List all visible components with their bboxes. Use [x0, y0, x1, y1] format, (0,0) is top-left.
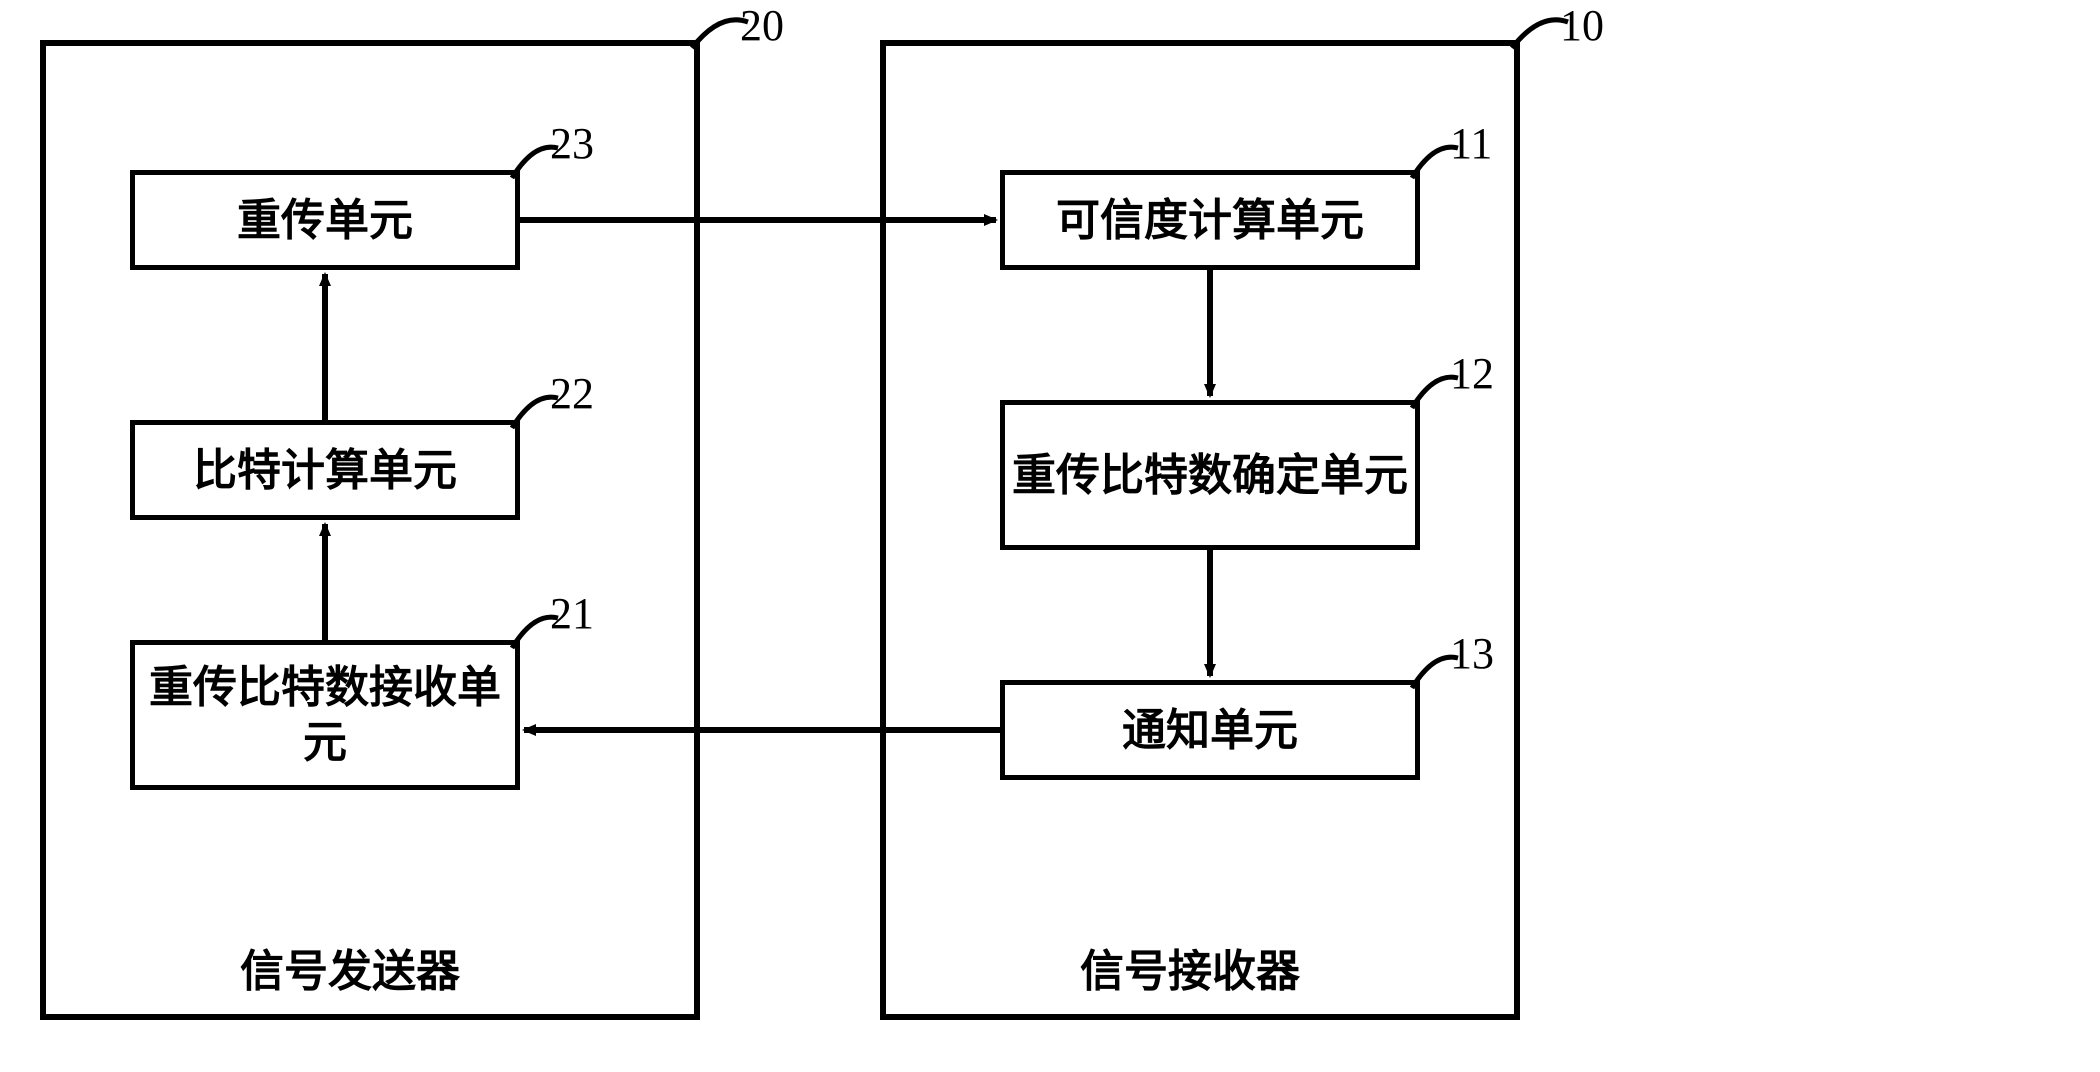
- transmitter-ref-number: 20: [740, 0, 784, 51]
- retransmit-unit-box: 重传单元: [130, 170, 520, 270]
- retransmit-bit-recv-unit-ref-number: 21: [550, 588, 594, 639]
- notify-unit-ref-number: 13: [1450, 628, 1494, 679]
- bit-calc-unit-label: 比特计算单元: [193, 443, 457, 498]
- transmitter-label: 信号发送器: [240, 935, 460, 999]
- bit-calc-unit-box: 比特计算单元: [130, 420, 520, 520]
- retransmit-unit-ref-number: 23: [550, 118, 594, 169]
- receiver-label: 信号接收器: [1080, 935, 1300, 999]
- notify-unit-label: 通知单元: [1122, 703, 1298, 758]
- confidence-calc-unit-ref-number: 11: [1450, 118, 1492, 169]
- receiver-ref-number: 10: [1560, 0, 1604, 51]
- retransmit-bit-recv-unit-label: 重传比特数接收单元: [141, 660, 509, 770]
- retransmit-bit-recv-unit-box: 重传比特数接收单元: [130, 640, 520, 790]
- retransmit-bit-det-unit-ref-number: 12: [1450, 348, 1494, 399]
- retransmit-bit-det-unit-label: 重传比特数确定单元: [1012, 448, 1408, 503]
- retransmit-bit-det-unit-box: 重传比特数确定单元: [1000, 400, 1420, 550]
- bit-calc-unit-ref-number: 22: [550, 368, 594, 419]
- retransmit-unit-label: 重传单元: [237, 193, 413, 248]
- confidence-calc-unit-label: 可信度计算单元: [1056, 193, 1364, 248]
- confidence-calc-unit-box: 可信度计算单元: [1000, 170, 1420, 270]
- notify-unit-box: 通知单元: [1000, 680, 1420, 780]
